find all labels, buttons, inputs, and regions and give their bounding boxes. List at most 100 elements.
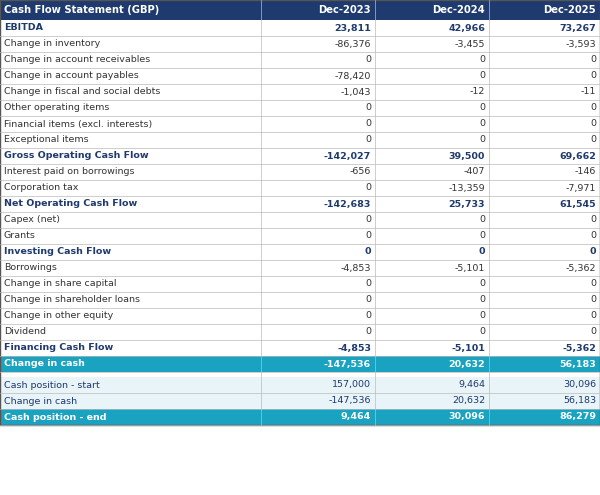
Text: 0: 0 — [365, 55, 371, 64]
Text: 86,279: 86,279 — [559, 412, 596, 422]
Bar — [0, 196, 600, 212]
Bar — [0, 356, 600, 372]
Text: 0: 0 — [479, 232, 485, 241]
Text: Change in fiscal and social debts: Change in fiscal and social debts — [4, 88, 160, 97]
Text: 9,464: 9,464 — [458, 381, 485, 390]
Bar — [0, 308, 600, 324]
Bar — [0, 164, 600, 180]
Text: 0: 0 — [589, 248, 596, 256]
Text: 0: 0 — [365, 296, 371, 304]
Bar — [0, 180, 600, 196]
Text: Dec-2023: Dec-2023 — [319, 5, 371, 15]
Bar — [0, 260, 600, 276]
Text: 0: 0 — [365, 136, 371, 145]
Text: -147,536: -147,536 — [329, 396, 371, 405]
Text: 0: 0 — [590, 103, 596, 112]
Bar — [0, 0, 600, 425]
Text: 0: 0 — [365, 119, 371, 129]
Text: -78,420: -78,420 — [335, 71, 371, 81]
Text: -7,971: -7,971 — [566, 184, 596, 193]
Text: Interest paid on borrowings: Interest paid on borrowings — [4, 167, 134, 177]
Text: 61,545: 61,545 — [559, 199, 596, 208]
Bar — [0, 228, 600, 244]
Text: -407: -407 — [464, 167, 485, 177]
Text: -3,455: -3,455 — [455, 40, 485, 49]
Text: 25,733: 25,733 — [449, 199, 485, 208]
Text: 0: 0 — [365, 232, 371, 241]
Text: 20,632: 20,632 — [448, 359, 485, 368]
Text: Change in share capital: Change in share capital — [4, 280, 116, 289]
Text: -5,362: -5,362 — [562, 344, 596, 352]
Text: Change in inventory: Change in inventory — [4, 40, 100, 49]
Text: 0: 0 — [479, 136, 485, 145]
Text: -142,027: -142,027 — [324, 151, 371, 160]
Text: Borrowings: Borrowings — [4, 263, 57, 273]
Bar — [0, 100, 600, 116]
Text: 0: 0 — [590, 119, 596, 129]
Text: 0: 0 — [590, 328, 596, 337]
Bar — [0, 340, 600, 356]
Text: 0: 0 — [590, 296, 596, 304]
Bar — [0, 244, 600, 260]
Text: -142,683: -142,683 — [323, 199, 371, 208]
Bar — [0, 292, 600, 308]
Text: 39,500: 39,500 — [449, 151, 485, 160]
Text: 69,662: 69,662 — [559, 151, 596, 160]
Text: -1,043: -1,043 — [341, 88, 371, 97]
Bar — [0, 409, 600, 425]
Text: 0: 0 — [365, 248, 371, 256]
Text: 9,464: 9,464 — [341, 412, 371, 422]
Text: 157,000: 157,000 — [332, 381, 371, 390]
Text: -13,359: -13,359 — [448, 184, 485, 193]
Bar — [0, 132, 600, 148]
Text: -11: -11 — [581, 88, 596, 97]
Text: Net Operating Cash Flow: Net Operating Cash Flow — [4, 199, 137, 208]
Text: Corporation tax: Corporation tax — [4, 184, 79, 193]
Text: Cash Flow Statement (GBP): Cash Flow Statement (GBP) — [4, 5, 159, 15]
Text: 0: 0 — [479, 215, 485, 225]
Text: 0: 0 — [365, 184, 371, 193]
Bar — [0, 212, 600, 228]
Text: 42,966: 42,966 — [448, 23, 485, 33]
Text: Investing Cash Flow: Investing Cash Flow — [4, 248, 111, 256]
Bar — [0, 324, 600, 340]
Bar — [0, 393, 600, 409]
Text: Other operating items: Other operating items — [4, 103, 109, 112]
Text: Grants: Grants — [4, 232, 36, 241]
Bar — [0, 52, 600, 68]
Text: Cash position - start: Cash position - start — [4, 381, 100, 390]
Text: 0: 0 — [479, 55, 485, 64]
Text: Change in cash: Change in cash — [4, 359, 85, 368]
Bar — [0, 36, 600, 52]
Text: -656: -656 — [350, 167, 371, 177]
Text: 30,096: 30,096 — [563, 381, 596, 390]
Bar — [0, 372, 600, 377]
Text: 0: 0 — [365, 215, 371, 225]
Text: Financial items (excl. interests): Financial items (excl. interests) — [4, 119, 152, 129]
Text: 20,632: 20,632 — [452, 396, 485, 405]
Text: Exceptional items: Exceptional items — [4, 136, 89, 145]
Text: 0: 0 — [365, 280, 371, 289]
Text: -146: -146 — [575, 167, 596, 177]
Text: 23,811: 23,811 — [334, 23, 371, 33]
Text: Dec-2025: Dec-2025 — [544, 5, 596, 15]
Text: 0: 0 — [479, 311, 485, 320]
Text: 0: 0 — [590, 136, 596, 145]
Text: 56,183: 56,183 — [563, 396, 596, 405]
Text: Gross Operating Cash Flow: Gross Operating Cash Flow — [4, 151, 149, 160]
Text: 0: 0 — [590, 71, 596, 81]
Text: 0: 0 — [479, 328, 485, 337]
Text: Capex (net): Capex (net) — [4, 215, 60, 225]
Text: 0: 0 — [590, 55, 596, 64]
Bar — [0, 276, 600, 292]
Text: 0: 0 — [479, 119, 485, 129]
Text: 0: 0 — [479, 248, 485, 256]
Text: 0: 0 — [479, 103, 485, 112]
Bar — [0, 84, 600, 100]
Text: EBITDA: EBITDA — [4, 23, 43, 33]
Text: -5,101: -5,101 — [451, 344, 485, 352]
Text: 0: 0 — [590, 215, 596, 225]
Bar — [0, 377, 600, 393]
Text: -12: -12 — [470, 88, 485, 97]
Text: 0: 0 — [590, 232, 596, 241]
